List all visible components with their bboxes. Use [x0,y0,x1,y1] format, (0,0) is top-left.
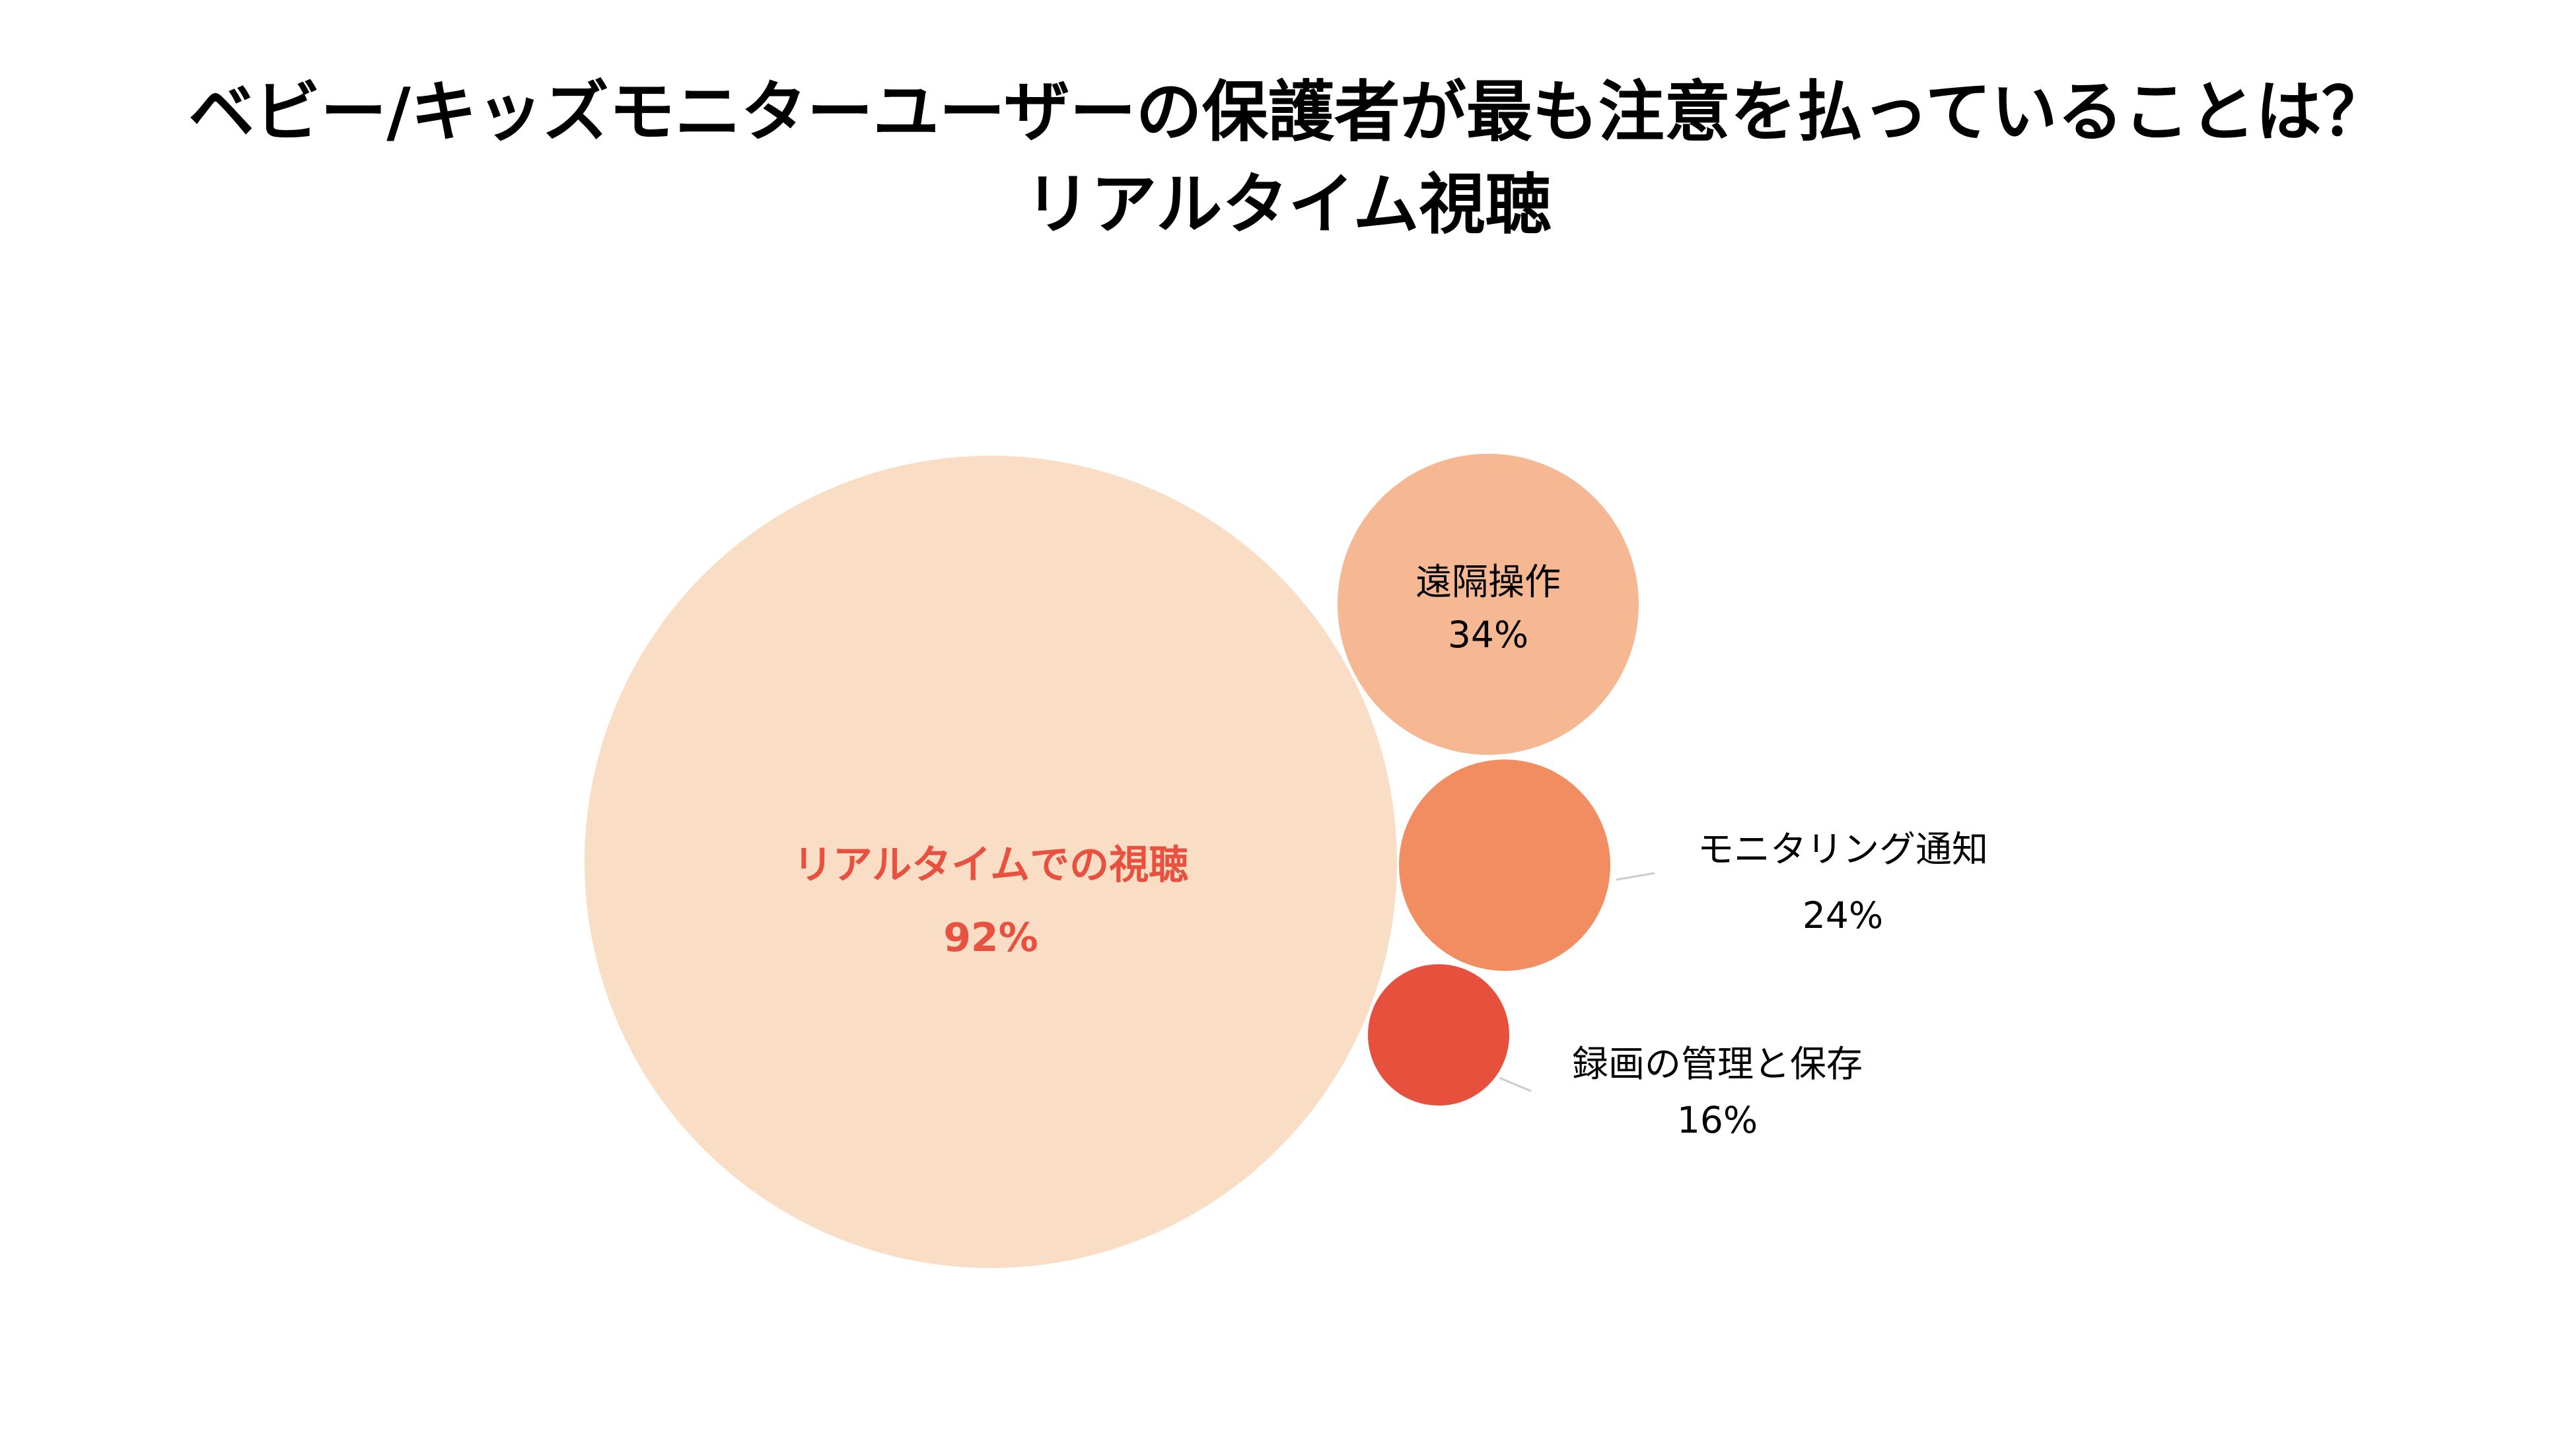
bubble-circle [1338,454,1639,755]
bubble-2: 遠隔操作 34% [1338,454,1639,755]
bubble-label: 録画の管理と保存 [1572,1043,1863,1085]
bubble-1: リアルタイムでの視聴 92% [585,456,1397,1268]
bubble-value-label: 24% [1803,894,1883,937]
chart-title-line-1: ベビー/キッズモニターユーザーの保護者が最も注意を払っていることは？ [188,73,2388,151]
bubble-label: 遠隔操作 [1415,561,1561,603]
bubble-circle [585,456,1397,1268]
bubble-circle [1399,760,1610,971]
bubble-label: リアルタイムでの視聴 [793,842,1188,888]
bubble-label: モニタリング通知 [1698,828,1988,870]
leader-line [1616,872,1655,881]
bubble-3: モニタリング通知 24% [1399,760,1988,971]
bubble-value-label: 16% [1677,1099,1758,1141]
bubble-value-label: 92% [943,915,1038,961]
leader-line [1499,1077,1532,1092]
bubble-circle [1368,964,1509,1106]
bubble-value-label: 34% [1448,614,1528,656]
chart-title-line-2: リアルタイム視聴 [1024,166,1552,243]
chart-title: ベビー/キッズモニターユーザーの保護者が最も注意を払っていることは？ リアルタイ… [0,66,2576,251]
bubble-4: 録画の管理と保存 16% [1368,964,1863,1141]
